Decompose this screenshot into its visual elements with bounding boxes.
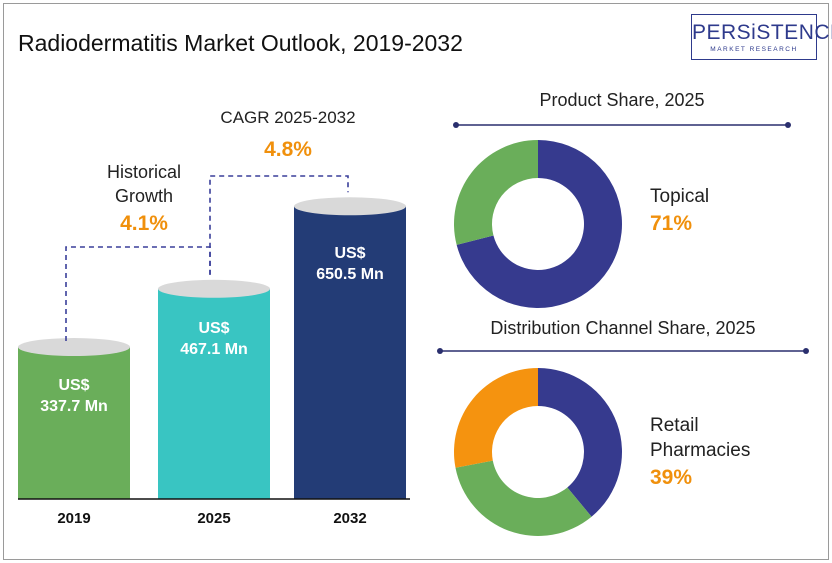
- distribution-share-highlight-value: 39%: [650, 466, 693, 489]
- distribution-share-donut: [454, 367, 623, 536]
- distribution-share-title: Distribution Channel Share, 2025: [490, 318, 756, 338]
- distribution-share-highlight-label: Retail Pharmacies: [650, 415, 751, 461]
- historical-growth-connector: [65, 246, 211, 342]
- logo-brand-text: PERSiSTENCE: [692, 21, 832, 44]
- donut-slice-1: [453, 140, 538, 245]
- bar-2019-value-label: US$ 337.7 Mn: [40, 377, 108, 415]
- donut-slice-1: [455, 460, 592, 536]
- bar-2019: [18, 347, 130, 499]
- cagr-label: CAGR 2025-2032: [220, 108, 356, 127]
- donut-slice-0: [456, 140, 622, 309]
- tick-label-2032: 2032: [333, 510, 367, 527]
- bar-2025-value-label: US$ 467.1 Mn: [180, 320, 248, 358]
- bar-top-2025: [158, 279, 270, 298]
- bar-top-2032: [294, 197, 406, 216]
- cagr-value: 4.8%: [264, 138, 312, 161]
- product-share-highlight-label: Topical: [650, 186, 710, 207]
- donut-slice-0: [538, 368, 623, 517]
- bar-top-2019: [18, 338, 130, 357]
- infographic-frame: [3, 3, 829, 560]
- product-share-divider: [453, 122, 791, 128]
- bar-chart: [18, 197, 410, 500]
- logo-sub-text: MARKET RESEARCH: [710, 46, 798, 53]
- tick-label-2025: 2025: [197, 510, 231, 527]
- historical-growth-label: Historical Growth: [106, 162, 181, 206]
- tick-label-2019: 2019: [57, 510, 91, 527]
- product-share-donut: [453, 140, 622, 309]
- page-title: Radiodermatitis Market Outlook, 2019-203…: [18, 30, 463, 56]
- bar-2032-value-label: US$ 650.5 Mn: [316, 245, 384, 283]
- bar-2032: [294, 206, 406, 499]
- brand-logo: PERSiSTENCE MARKET RESEARCH: [691, 14, 832, 60]
- product-share-highlight-value: 71%: [650, 212, 693, 235]
- historical-growth-value: 4.1%: [120, 212, 168, 235]
- cagr-connector: [209, 175, 349, 275]
- product-share-title: Product Share, 2025: [539, 90, 705, 110]
- donut-slice-2: [454, 367, 538, 468]
- distribution-share-divider: [437, 348, 809, 354]
- bar-2025: [158, 288, 270, 499]
